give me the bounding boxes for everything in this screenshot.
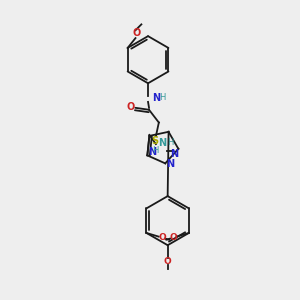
Text: N: N [170,149,178,159]
Text: N: N [148,148,156,158]
Text: N: N [152,93,160,103]
Text: S: S [151,136,158,146]
Text: O: O [169,233,177,242]
Text: N: N [159,138,167,148]
Text: H: H [160,94,166,103]
Text: O: O [132,28,141,38]
Text: H: H [167,138,174,147]
Text: O: O [126,102,134,112]
Text: O: O [158,233,166,242]
Text: H: H [153,146,159,155]
Text: O: O [164,257,172,266]
Text: N: N [166,159,174,170]
